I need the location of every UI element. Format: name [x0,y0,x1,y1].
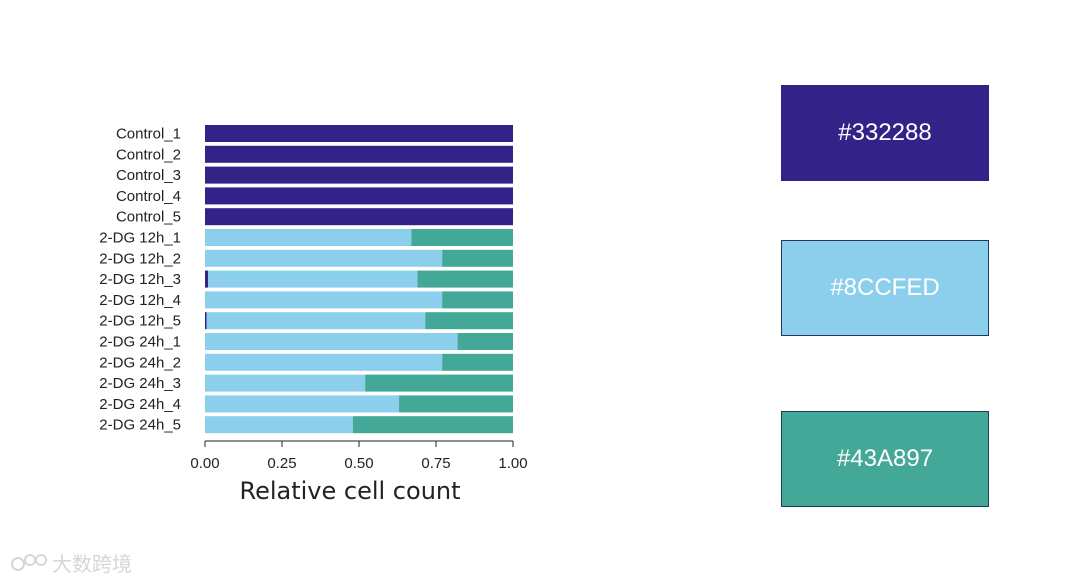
y-tick-label: Control_5 [116,209,181,226]
bar-2-dg-12h-5-series-2 [425,312,513,330]
y-tick-label: 2-DG 12h_3 [99,271,181,288]
x-tick-label: 1.00 [498,455,527,472]
bar-2-dg-24h-4-series-1 [205,395,400,413]
bar-2-dg-24h-5-series-1 [205,416,353,434]
bar-2-dg-24h-3-series-1 [205,374,366,392]
color-swatch-43a897: #43A897 [781,411,989,507]
y-tick-label: 2-DG 24h_1 [99,334,181,351]
bar-2-dg-12h-1-series-1 [205,229,412,246]
bar-2-dg-24h-2-series-1 [205,353,443,371]
bar-control-1-series-0 [205,125,513,142]
bar-control-5-series-0 [205,208,513,226]
bar-2-dg-12h-3-series-0 [205,270,209,288]
bar-control-3-series-0 [205,166,513,184]
bar-2-dg-12h-2-series-1 [205,249,443,267]
y-tick-label: 2-DG 12h_5 [99,313,181,330]
x-tick-label: 0.25 [267,455,296,472]
bar-2-dg-12h-2-series-2 [442,249,513,267]
y-tick-label: 2-DG 24h_3 [99,375,181,392]
y-tick-label: Control_2 [116,146,181,163]
bar-control-2-series-0 [205,145,513,163]
bar-2-dg-24h-5-series-2 [352,416,513,434]
color-swatch-332288: #332288 [781,85,989,181]
x-tick-label: 0.75 [421,455,450,472]
watermark-logo-icon [11,553,47,571]
bar-2-dg-12h-4-series-1 [205,291,443,309]
y-tick-label: 2-DG 12h_1 [99,230,181,247]
bar-2-dg-12h-4-series-2 [442,291,513,309]
bar-2-dg-12h-3-series-2 [417,270,513,288]
y-tick-label: Control_4 [116,188,181,205]
bar-2-dg-12h-5-series-1 [206,312,426,330]
y-tick-label: 2-DG 12h_4 [99,292,181,309]
y-tick-label: 2-DG 24h_2 [99,354,181,371]
bar-2-dg-12h-3-series-1 [208,270,418,288]
x-tick-label: 0.50 [344,455,373,472]
bar-2-dg-24h-1-series-2 [457,333,513,350]
bar-2-dg-24h-4-series-2 [399,395,513,413]
bar-2-dg-12h-1-series-2 [411,229,513,246]
y-tick-label: Control_3 [116,167,181,184]
watermark: 大数跨境 [10,548,132,577]
bar-control-4-series-0 [205,187,513,205]
bar-2-dg-12h-5-series-0 [205,312,207,330]
y-tick-label: 2-DG 24h_4 [99,396,181,413]
bar-2-dg-24h-2-series-2 [442,353,513,371]
stacked-bar-chart: Control_1 Control_2 Control_3 Control_4 Cont… [99,125,528,505]
y-tick-label: Control_1 [116,126,181,143]
color-swatch-8ccfed: #8CCFED [781,240,989,336]
watermark-text: 大数跨境 [52,552,132,576]
bar-2-dg-24h-1-series-1 [205,333,458,350]
x-tick-label: 0.00 [190,455,219,472]
bar-2-dg-24h-3-series-2 [365,374,513,392]
y-tick-label: 2-DG 12h_2 [99,250,181,267]
y-tick-label: 2-DG 24h_5 [99,417,181,434]
x-axis-label: Relative cell count [239,477,460,505]
